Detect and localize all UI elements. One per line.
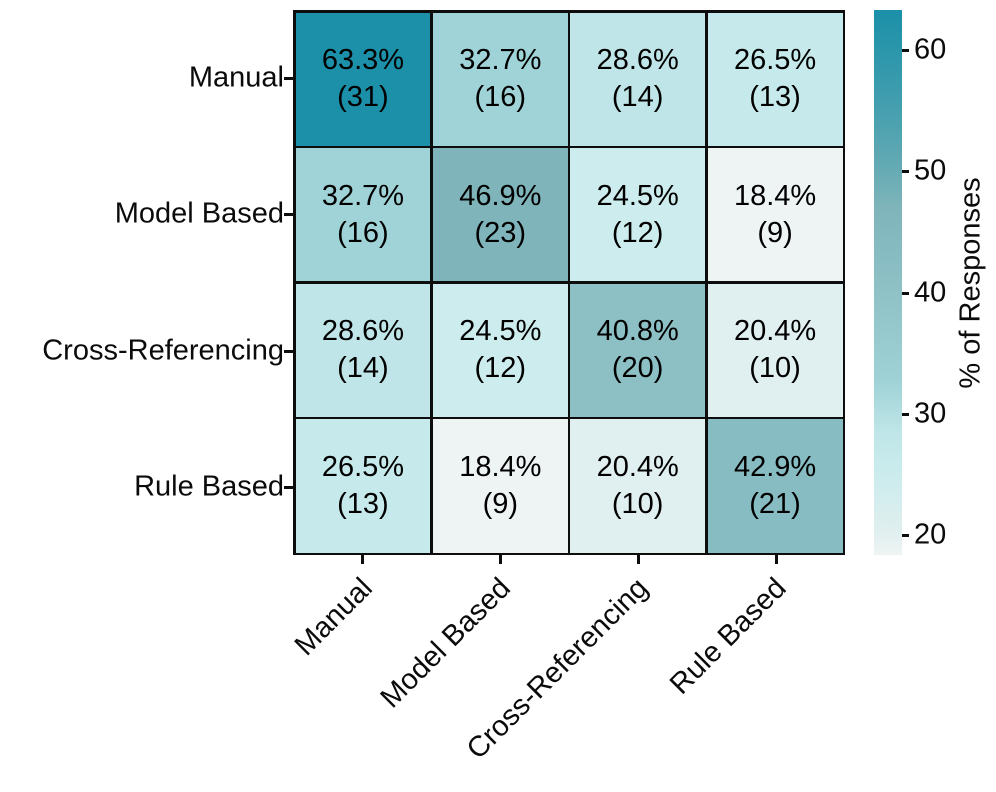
heatmap-cell-crossreferencing-crossreferencing: 40.8% (20): [570, 283, 706, 417]
cell-count: (13): [749, 81, 801, 114]
x-axis-label-modelbased: Model Based: [374, 572, 517, 715]
colorbar-tick: [902, 534, 909, 537]
y-axis-label-rulebased: Rule Based: [134, 470, 284, 503]
heatmap-cell-rulebased-modelbased: 18.4% (9): [432, 419, 568, 553]
colorbar-tick-label-50: 50: [914, 154, 947, 187]
colorbar-gradient: [874, 10, 902, 555]
cell-percent: 20.4%: [733, 315, 817, 348]
cell-count: (12): [611, 216, 664, 249]
cell-percent: 28.6%: [321, 315, 405, 348]
cell-count: (12): [474, 352, 527, 385]
heatmap-cell-modelbased-crossreferencing: 24.5% (12): [570, 148, 706, 282]
colorbar-tick-label-30: 30: [914, 397, 947, 430]
cell-count: (10): [611, 487, 664, 520]
cell-percent: 42.9%: [733, 450, 817, 483]
heatmap-cell-modelbased-manual: 32.7% (16): [295, 148, 431, 282]
cell-percent: 40.8%: [596, 315, 679, 348]
heatmap-cell-manual-rulebased: 26.5% (13): [707, 12, 843, 146]
x-axis-tick: [361, 555, 364, 564]
y-axis-label-manual: Manual: [188, 61, 284, 94]
heatmap-cell-rulebased-rulebased: 42.9% (21): [707, 419, 843, 553]
heatmap-cell-manual-modelbased: 32.7% (16): [432, 12, 568, 146]
cell-percent: 32.7%: [321, 179, 405, 212]
colorbar-tick-label-60: 60: [914, 33, 947, 66]
colorbar-tick: [902, 170, 909, 173]
colorbar-tick-label-40: 40: [914, 276, 947, 309]
heatmap-cell-rulebased-manual: 26.5% (13): [295, 419, 431, 553]
heatmap-cell-crossreferencing-manual: 28.6% (14): [295, 283, 431, 417]
y-axis-label-crossreferencing: Cross-Referencing: [42, 334, 284, 367]
x-axis-label-rulebased: Rule Based: [663, 572, 793, 701]
cell-count: (14): [611, 81, 664, 114]
x-axis-tick: [499, 555, 502, 564]
cell-count: (9): [757, 216, 793, 249]
cell-count: (16): [474, 81, 527, 114]
cell-count: (31): [337, 81, 389, 114]
x-axis-tick: [637, 555, 640, 564]
cell-percent: 63.3%: [321, 43, 405, 76]
heatmap-cell-modelbased-rulebased: 18.4% (9): [707, 148, 843, 282]
x-axis-tick: [775, 555, 778, 564]
heatmap-cell-manual-manual: 63.3% (31): [295, 12, 431, 146]
cell-percent: 32.7%: [459, 43, 542, 76]
cell-percent: 24.5%: [596, 179, 679, 212]
cell-count: (13): [337, 487, 389, 520]
cell-percent: 26.5%: [321, 450, 405, 483]
heatmap-cell-crossreferencing-modelbased: 24.5% (12): [432, 283, 568, 417]
colorbar-axis-label: % of Responses: [954, 177, 987, 389]
cell-percent: 18.4%: [459, 450, 542, 483]
heatmap-cell-crossreferencing-rulebased: 20.4% (10): [707, 283, 843, 417]
cell-count: (9): [482, 487, 519, 520]
x-axis-label-manual: Manual: [288, 572, 379, 662]
y-axis-tick: [284, 350, 293, 353]
y-axis-label-modelbased: Model Based: [114, 197, 284, 230]
heatmap-cell-modelbased-modelbased: 46.9% (23): [432, 148, 568, 282]
cell-percent: 24.5%: [459, 315, 542, 348]
colorbar-tick-label-20: 20: [914, 518, 947, 551]
cell-count: (10): [749, 352, 801, 385]
cell-count: (16): [337, 216, 389, 249]
y-axis-tick: [284, 77, 293, 80]
colorbar-tick: [902, 413, 909, 416]
cell-count: (23): [474, 216, 527, 249]
cell-percent: 26.5%: [733, 43, 817, 76]
cell-percent: 18.4%: [733, 179, 817, 212]
colorbar-tick: [902, 292, 909, 295]
cell-count: (20): [611, 352, 664, 385]
cell-count: (21): [749, 487, 801, 520]
heatmap-cell-rulebased-crossreferencing: 20.4% (10): [570, 419, 706, 553]
y-axis-tick: [284, 213, 293, 216]
heatmap-grid: 63.3% (31) 32.7% (16) 28.6% (14) 26.5% (…: [293, 10, 845, 555]
cell-percent: 20.4%: [596, 450, 679, 483]
colorbar-tick: [902, 49, 909, 52]
heatmap-cell-manual-crossreferencing: 28.6% (14): [570, 12, 706, 146]
cell-count: (14): [337, 352, 389, 385]
cell-percent: 28.6%: [596, 43, 679, 76]
y-axis-tick: [284, 486, 293, 489]
cell-percent: 46.9%: [459, 179, 542, 212]
